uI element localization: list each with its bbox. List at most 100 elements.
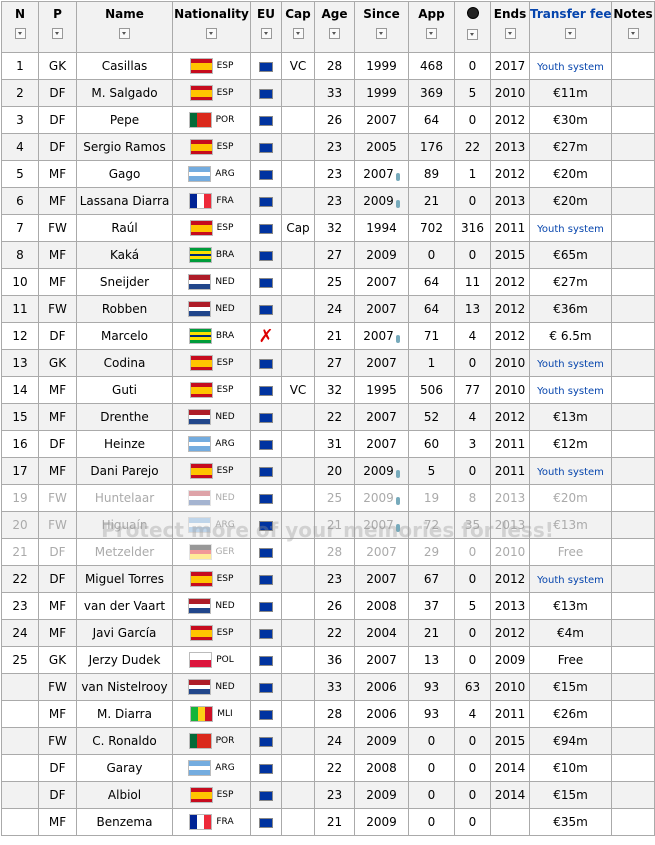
- nationality-cell: NED: [172, 592, 251, 620]
- eu-flag: [259, 628, 273, 639]
- header-row: N P Name Nationality EU Cap Age Since App Ends Tra…: [1, 1, 655, 53]
- player-name: Miguel Torres: [84, 572, 165, 586]
- position-cell: MF: [38, 808, 77, 836]
- player-row: 3 DF Pepe POR 26 2007 64 0 2012 €30m: [1, 106, 655, 134]
- sort-button[interactable]: [206, 28, 217, 39]
- player-name: Codina: [103, 356, 146, 370]
- sort-button[interactable]: [426, 28, 437, 39]
- nationality-cell: NED: [172, 484, 251, 512]
- number-cell: 6: [1, 187, 39, 215]
- player-row: 21 DF Metzelder GER 28 2007 29 0 2010 Free: [1, 538, 655, 566]
- flag: [189, 814, 213, 830]
- appearances: 13: [423, 653, 440, 667]
- contract-ends-cell: 2011: [490, 430, 530, 458]
- sort-button[interactable]: [329, 28, 340, 39]
- flag-stripe: [190, 383, 212, 387]
- player-name: Sneijder: [99, 275, 150, 289]
- flag: [189, 139, 213, 155]
- player-row: 25 GK Jerzy Dudek POL 36 2007 13 0 2009 Free: [1, 646, 655, 674]
- eu-cell: [250, 754, 282, 782]
- notes-cell: [611, 727, 655, 755]
- sort-button[interactable]: [260, 28, 272, 39]
- table-body: 1 GK Casillas ESP VC 28 1999 468 0 2017 Youth syst…: [1, 52, 655, 836]
- transfer-fee: €20m: [553, 194, 588, 208]
- transfer-fee-cell: €12m: [529, 430, 612, 458]
- sort-button[interactable]: [504, 28, 516, 39]
- appearances-cell: 0: [408, 727, 455, 755]
- sort-button[interactable]: [627, 28, 639, 39]
- header-text: Ends: [493, 7, 527, 21]
- flag-stripe: [198, 707, 206, 721]
- sort-button[interactable]: [376, 28, 387, 39]
- since: 1999: [366, 86, 397, 100]
- transfer-fee: €13m: [553, 518, 588, 532]
- age: 24: [326, 302, 343, 316]
- notes-cell: [611, 79, 655, 107]
- eu-flag: [259, 817, 273, 828]
- transfer-fee: €94m: [553, 734, 588, 748]
- eu-cell: [250, 457, 282, 485]
- notes-cell: [611, 376, 655, 404]
- nationality-cell: NED: [172, 673, 251, 701]
- since-cell: 1995: [354, 376, 409, 404]
- nationality-cell: POR: [172, 727, 251, 755]
- appearances: 468: [420, 59, 443, 73]
- contract-ends: 2010: [494, 356, 526, 370]
- age-cell: 25: [314, 484, 355, 512]
- goals-cell: 0: [454, 619, 491, 647]
- notes-cell: [611, 268, 655, 296]
- contract-ends: 2012: [494, 167, 526, 181]
- flag-stripe: [189, 491, 211, 496]
- sort-button[interactable]: [14, 28, 26, 39]
- position: MF: [48, 410, 67, 424]
- transfer-fee-cell: Free: [529, 538, 612, 566]
- contract-ends: 2017: [494, 59, 526, 73]
- loan-icon: [395, 470, 400, 478]
- age: 23: [326, 140, 343, 154]
- flag: [189, 571, 213, 587]
- header-text: Age: [321, 7, 348, 21]
- transfer-fee: €11m: [553, 86, 588, 100]
- flag-stripe: [190, 572, 212, 576]
- sort-button[interactable]: [292, 28, 304, 39]
- goals-cell: 22: [454, 133, 491, 161]
- flag-stripe: [190, 150, 212, 154]
- flag-stripe: [190, 93, 212, 97]
- transfer-fee: €30m: [553, 113, 588, 127]
- since: 2007: [366, 410, 397, 424]
- header-text: N: [14, 7, 26, 21]
- position-cell: GK: [38, 349, 77, 377]
- sort-button[interactable]: [52, 28, 63, 39]
- goals-cell: 63: [454, 673, 491, 701]
- captaincy-cell: [281, 322, 315, 350]
- sort-button[interactable]: [565, 28, 576, 39]
- flag-stripe: [189, 554, 211, 560]
- notes-cell: [611, 538, 655, 566]
- contract-ends-cell: 2010: [490, 538, 530, 566]
- player-name-cell: Metzelder: [76, 538, 173, 566]
- age: 22: [326, 761, 343, 775]
- contract-ends: 2015: [494, 734, 526, 748]
- appearances-cell: 37: [408, 592, 455, 620]
- flag-stripe: [190, 143, 212, 147]
- appearances-cell: 64: [408, 295, 455, 323]
- flag: [188, 112, 212, 128]
- captaincy-cell: [281, 349, 315, 377]
- sort-button[interactable]: [467, 29, 478, 40]
- since-cell: 2009: [354, 484, 409, 512]
- flag-stripe: [189, 176, 211, 182]
- goals-cell: 0: [454, 538, 491, 566]
- nationality-cell: ARG: [172, 511, 251, 539]
- position-cell: MF: [38, 187, 77, 215]
- since-cell: 1999: [354, 52, 409, 80]
- captaincy-cell: [281, 106, 315, 134]
- goals-cell: 3: [454, 430, 491, 458]
- notes-cell: [611, 781, 655, 809]
- goals: 4: [468, 329, 477, 343]
- contract-ends-cell: 2015: [490, 727, 530, 755]
- since: 2007: [366, 356, 397, 370]
- captaincy-cell: [281, 538, 315, 566]
- sort-button[interactable]: [119, 28, 130, 39]
- age: 22: [326, 410, 343, 424]
- age-cell: 36: [314, 646, 355, 674]
